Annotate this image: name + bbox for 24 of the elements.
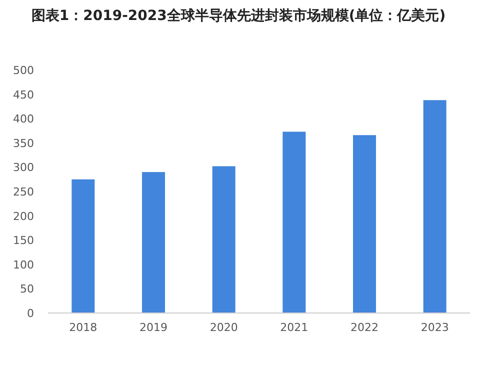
y-tick-label: 400 (13, 112, 34, 126)
bar (142, 172, 165, 313)
y-tick-label: 350 (13, 136, 34, 150)
y-tick-label: 150 (13, 234, 34, 248)
bar (282, 132, 306, 313)
y-tick-label: 100 (13, 258, 34, 272)
y-tick-label: 50 (20, 282, 34, 296)
y-tick-label: 500 (13, 64, 34, 77)
bar (423, 100, 446, 313)
x-tick-label: 2021 (280, 321, 308, 334)
y-tick-label: 450 (13, 88, 34, 102)
y-tick-label: 0 (27, 307, 34, 320)
bar (353, 135, 376, 313)
y-tick-label: 300 (13, 161, 34, 174)
y-tick-label: 250 (13, 186, 34, 198)
bar (212, 166, 236, 313)
x-tick-label: 2022 (350, 321, 378, 334)
title: 图表1：2019-2023全球半导体先进封装市场规模(单位：亿美元) (31, 8, 446, 24)
x-tick-label: 2023 (420, 321, 449, 334)
bar (72, 179, 95, 313)
x-tick-label: 2020 (210, 321, 238, 334)
x-tick-label: 2019 (140, 321, 168, 334)
y-tick-label: 200 (13, 210, 34, 223)
x-tick-label: 2018 (69, 321, 98, 334)
